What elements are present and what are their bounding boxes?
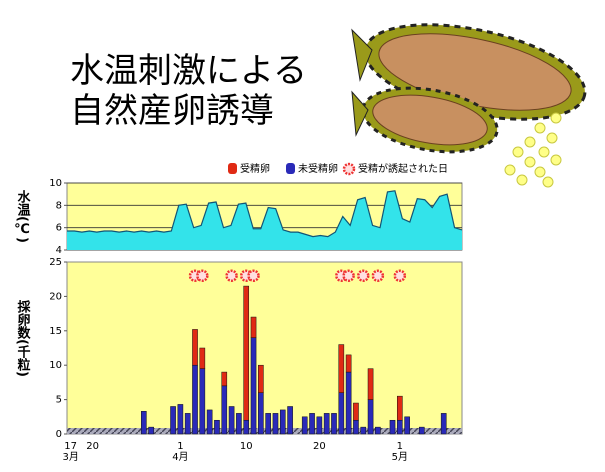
bar-segment	[221, 371, 228, 387]
y-tick-label: 0	[56, 429, 62, 440]
bar-segment	[199, 347, 206, 369]
bar-segment	[367, 368, 374, 400]
fish-illustration	[351, 23, 587, 188]
month-label: 5月	[392, 451, 408, 463]
y-tick-label: 25	[49, 257, 62, 268]
floor	[67, 428, 462, 434]
y-tick-label: 15	[49, 326, 62, 337]
bar-segment	[265, 413, 271, 435]
y-tick-label: 5	[56, 395, 62, 406]
x-tick-label: 20	[86, 441, 99, 452]
bar-segment	[397, 419, 403, 435]
x-tick-label: 1	[397, 441, 403, 452]
bar-segment	[148, 426, 154, 435]
bar-segment	[345, 354, 352, 373]
marker	[247, 269, 260, 283]
bar-segment	[389, 419, 396, 435]
bar-segment	[287, 406, 293, 435]
y-axis-label: 水温(℃)	[14, 189, 30, 242]
bar-segment	[184, 413, 191, 435]
bar-segment	[367, 399, 374, 435]
bar-segment	[170, 406, 176, 435]
y-tick-label: 8	[56, 200, 62, 211]
legend-label: 受精卵	[240, 162, 270, 175]
bar-segment	[345, 371, 352, 435]
bar-segment	[250, 337, 257, 435]
bar-segment	[243, 285, 250, 421]
bar-segment	[440, 413, 447, 435]
marker	[225, 269, 238, 283]
plot-area	[66, 261, 463, 435]
bar-segment	[228, 406, 235, 435]
bar-segment	[272, 413, 279, 435]
bar-segment	[192, 364, 198, 435]
x-tick-label: 10	[240, 441, 253, 452]
bar-segment	[199, 368, 206, 435]
month-label: 3月	[62, 451, 78, 463]
bar-segment	[323, 413, 330, 435]
marker	[393, 269, 407, 283]
title-line: 水温刺激による	[70, 51, 307, 91]
bar-segment	[309, 413, 315, 435]
bar-segment	[177, 404, 184, 435]
bar-segment	[331, 413, 337, 435]
bar-segment	[360, 426, 367, 435]
x-tick-label: 17	[64, 441, 77, 452]
bar-segment	[279, 409, 286, 435]
bar-segment	[258, 364, 264, 393]
bar-segment	[192, 329, 198, 366]
bar-segment	[236, 413, 242, 435]
bar-segment	[397, 395, 403, 421]
x-tick-label: 1	[177, 441, 183, 452]
legend-swatch	[286, 163, 295, 174]
legend-label: 未受精卵	[298, 162, 338, 175]
y-tick-label: 20	[49, 291, 62, 302]
y-tick-label: 6	[56, 223, 62, 234]
bar-segment	[214, 419, 220, 435]
y-tick-label: 10	[49, 360, 62, 371]
bar-segment	[418, 426, 425, 435]
y-tick-label: 10	[49, 178, 62, 189]
marker	[342, 269, 355, 283]
bar-segment	[353, 402, 359, 421]
bar-segment	[243, 419, 250, 435]
bar-segment	[353, 419, 359, 435]
marker	[342, 162, 356, 176]
bar-segment	[375, 426, 381, 435]
legend-swatch	[228, 163, 237, 174]
bar-segment	[316, 416, 323, 435]
y-tick-label: 4	[56, 245, 62, 256]
bar-segment	[338, 344, 345, 393]
line	[67, 190, 463, 238]
legend-label: 受精が誘起された日	[358, 162, 448, 175]
bar-segment	[221, 385, 228, 435]
marker	[371, 269, 385, 283]
title-line: 自然産卵誘導	[70, 91, 274, 131]
bar-segment	[140, 411, 147, 435]
marker	[196, 269, 209, 283]
month-label: 4月	[172, 451, 188, 463]
bar-segment	[404, 416, 410, 435]
y-axis-label: 採卵数(千粒)	[15, 299, 31, 376]
bar-segment	[250, 316, 257, 338]
bar-segment	[338, 392, 345, 435]
marker	[357, 269, 370, 283]
x-tick-label: 20	[313, 441, 326, 452]
bar-segment	[258, 392, 264, 435]
bar-segment	[301, 416, 308, 435]
area	[67, 190, 462, 250]
bar-segment	[206, 409, 213, 435]
